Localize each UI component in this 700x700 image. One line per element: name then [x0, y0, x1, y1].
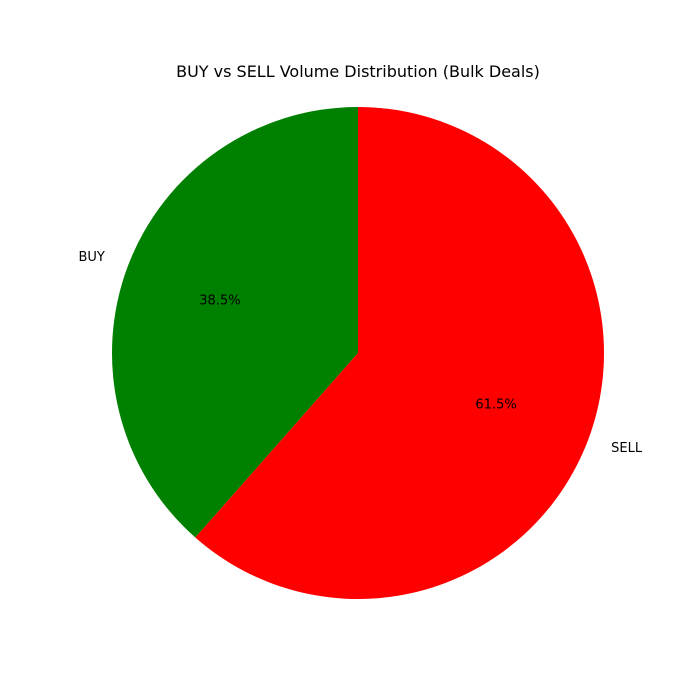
pie-slice-buy — [111, 107, 359, 538]
pie-label-sell: SELL — [611, 441, 643, 456]
chart-title: BUY vs SELL Volume Distribution (Bulk De… — [176, 62, 540, 81]
pie-percent-buy: 38.5% — [199, 293, 240, 308]
pie-labels: BUY 38.5% SELL 61.5% — [78, 250, 642, 456]
pie-percent-sell: 61.5% — [475, 398, 516, 413]
pie-slice-sell — [195, 107, 605, 599]
pie-label-buy: BUY — [78, 250, 104, 265]
pie-slices — [111, 107, 605, 599]
